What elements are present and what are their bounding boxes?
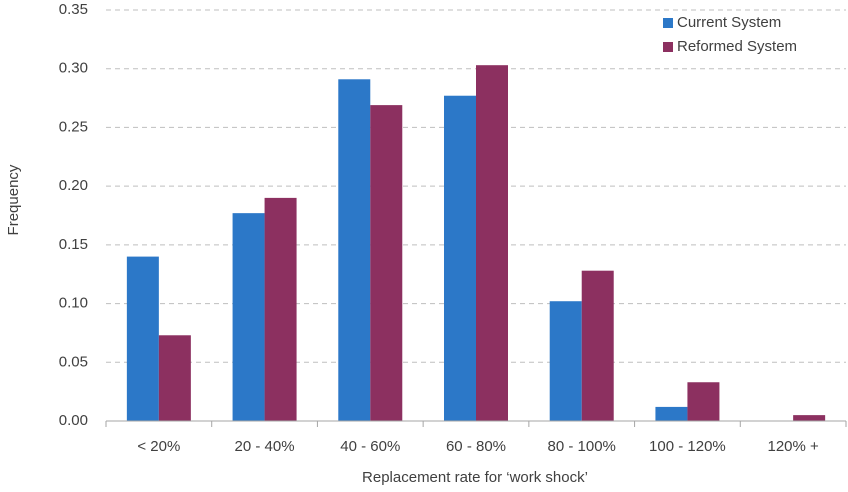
- x-tick-label: 20 - 40%: [235, 438, 295, 455]
- bar: [793, 415, 826, 421]
- bar: [444, 95, 476, 422]
- legend-swatch: [663, 42, 673, 52]
- y-tick-label: 0.20: [59, 177, 88, 194]
- y-tick-label: 0.15: [59, 236, 88, 253]
- bar: [232, 213, 265, 421]
- y-tick-label: 0.35: [59, 1, 88, 18]
- bar: [158, 335, 191, 421]
- x-tick-label: 100 - 120%: [649, 438, 726, 455]
- y-axis-title: Frequency: [5, 164, 22, 235]
- legend-label: Current System: [677, 14, 781, 31]
- x-tick-label: 80 - 100%: [548, 438, 616, 455]
- y-tick-label: 0.00: [59, 412, 88, 429]
- bar: [687, 382, 720, 421]
- y-tick-label: 0.05: [59, 353, 88, 370]
- bar: [126, 256, 159, 421]
- x-tick-label: 60 - 80%: [446, 438, 506, 455]
- y-tick-label: 0.25: [59, 118, 88, 135]
- bar: [338, 79, 371, 421]
- x-tick-label: < 20%: [137, 438, 180, 455]
- bar: [549, 301, 582, 421]
- legend-swatch: [663, 18, 673, 28]
- y-tick-label: 0.10: [59, 295, 88, 312]
- bar: [370, 105, 403, 422]
- bar: [264, 197, 297, 421]
- bar: [655, 406, 688, 421]
- x-tick-label: 40 - 60%: [340, 438, 400, 455]
- x-tick-label: 120% +: [767, 438, 819, 455]
- bar: [476, 65, 508, 421]
- legend-label: Reformed System: [677, 38, 797, 55]
- y-tick-label: 0.30: [59, 60, 88, 77]
- bar: [581, 270, 614, 421]
- x-axis-title: Replacement rate for ‘work shock’: [362, 469, 588, 486]
